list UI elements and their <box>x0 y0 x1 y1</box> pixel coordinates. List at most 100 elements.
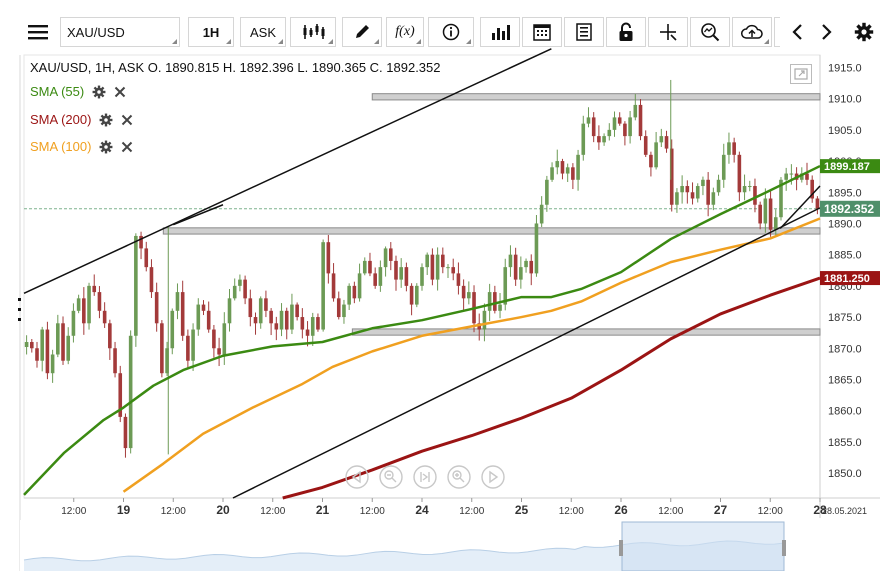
candle-body <box>342 304 346 318</box>
arrow-left-nav-button[interactable] <box>345 465 369 489</box>
sma-55-settings[interactable] <box>92 85 106 99</box>
scroll-right-button[interactable] <box>812 17 840 47</box>
calendar-button[interactable] <box>522 17 562 47</box>
sma-100-settings[interactable] <box>99 140 113 154</box>
candle-body <box>279 310 284 330</box>
zoom-button[interactable] <box>690 17 730 47</box>
price-label: 1899.187 <box>824 161 870 173</box>
candle-body <box>711 192 716 205</box>
cloud-upload-icon <box>741 24 763 39</box>
gear-icon <box>99 140 113 153</box>
volume-button[interactable] <box>480 17 520 47</box>
candle-body <box>232 285 237 299</box>
candle-body <box>102 310 107 324</box>
support-resistance-zone <box>371 93 821 101</box>
x-tick-label: 21 <box>316 503 330 517</box>
fit-nav-button[interactable] <box>413 465 437 489</box>
zoom-in-nav-button[interactable] <box>447 465 471 489</box>
scroll-left-button[interactable] <box>784 17 812 47</box>
sma-100-remove[interactable] <box>121 141 133 153</box>
candle-body <box>565 167 570 174</box>
lock-button[interactable] <box>606 17 646 47</box>
symbol-select[interactable]: XAU/USD <box>60 17 180 47</box>
timeframe-select[interactable]: 1H <box>188 17 234 47</box>
candle-body <box>56 323 60 355</box>
calendar-icon <box>533 24 551 41</box>
chart-type-button[interactable] <box>290 17 336 47</box>
ohlc-readout: XAU/USD, 1H, ASK O. 1890.815 H. 1892.396… <box>30 60 441 75</box>
candle-body <box>66 335 71 361</box>
candle-body <box>508 254 513 268</box>
indicators-button[interactable]: f(x) <box>386 17 424 47</box>
candle-body <box>290 304 294 330</box>
timeframe-label: 1H <box>202 24 220 40</box>
y-tick-label: 1855.0 <box>828 437 862 449</box>
sma-200-legend[interactable]: SMA (200) <box>30 112 133 127</box>
candle-body <box>664 136 669 149</box>
candle-body <box>706 179 710 205</box>
candle-body <box>108 323 112 349</box>
expand-chart-button[interactable] <box>790 64 812 84</box>
upload-button[interactable] <box>732 17 772 47</box>
candle-body <box>685 186 690 193</box>
info-button[interactable] <box>428 17 474 47</box>
notes-button[interactable] <box>564 17 604 47</box>
sma-55-remove[interactable] <box>114 86 126 98</box>
zoom-in-glyph <box>452 470 465 483</box>
candle-body <box>529 260 534 274</box>
fit-icon <box>413 465 437 489</box>
crosshair-icon <box>660 24 677 41</box>
zoom-in-icon <box>447 465 471 489</box>
candle-body <box>264 298 268 311</box>
candle-body <box>118 373 123 417</box>
close-icon <box>114 86 126 97</box>
candle-body <box>97 292 102 311</box>
x-tick-label: 27 <box>714 503 728 517</box>
candle-body <box>716 179 721 193</box>
candle-body <box>144 248 149 268</box>
candle-body <box>326 242 331 274</box>
candle-body <box>456 273 461 286</box>
y-tick-label: 1860.0 <box>828 406 862 418</box>
candle-body <box>753 186 757 205</box>
settings-button[interactable] <box>850 17 878 47</box>
candle-body <box>695 186 700 199</box>
sma-55-legend[interactable]: SMA (55) <box>30 84 126 99</box>
candle-body <box>388 248 393 261</box>
candle-body <box>727 142 731 155</box>
crosshair-button[interactable] <box>648 17 688 47</box>
candle-body <box>539 204 544 224</box>
support-resistance-zone <box>162 227 821 235</box>
arrow-left-glyph <box>351 470 361 484</box>
navigator-window <box>621 521 785 571</box>
navigator-handle-right <box>782 540 786 556</box>
sma-200-remove[interactable] <box>121 114 133 126</box>
candle-body <box>467 292 471 299</box>
sma-100-legend[interactable]: SMA (100) <box>30 139 133 154</box>
price-type-select[interactable]: ASK <box>240 17 286 47</box>
candle-body <box>503 267 508 305</box>
candle-body <box>357 273 362 299</box>
candle-body <box>134 235 138 336</box>
candle-body <box>701 179 705 187</box>
candle-body <box>659 136 664 143</box>
candle-body <box>550 167 554 180</box>
candle-body <box>368 260 372 274</box>
sma-200-settings[interactable] <box>99 113 113 127</box>
candle-body <box>602 136 606 143</box>
candle-body <box>628 117 632 137</box>
menu-button[interactable] <box>24 17 52 47</box>
y-tick-label: 1915.0 <box>828 62 862 74</box>
symbol-label: XAU/USD <box>67 24 125 40</box>
candle-body <box>310 317 315 336</box>
fit-glyph <box>420 472 430 482</box>
draw-button[interactable] <box>342 17 382 47</box>
candle-body <box>721 154 726 180</box>
y-tick-label: 1865.0 <box>828 374 862 386</box>
arrow-right-nav-button[interactable] <box>481 465 505 489</box>
trendline <box>23 48 552 295</box>
expand-icon <box>794 68 808 80</box>
zoom-out-nav-button[interactable] <box>379 465 403 489</box>
price-label: 1892.352 <box>824 202 874 216</box>
